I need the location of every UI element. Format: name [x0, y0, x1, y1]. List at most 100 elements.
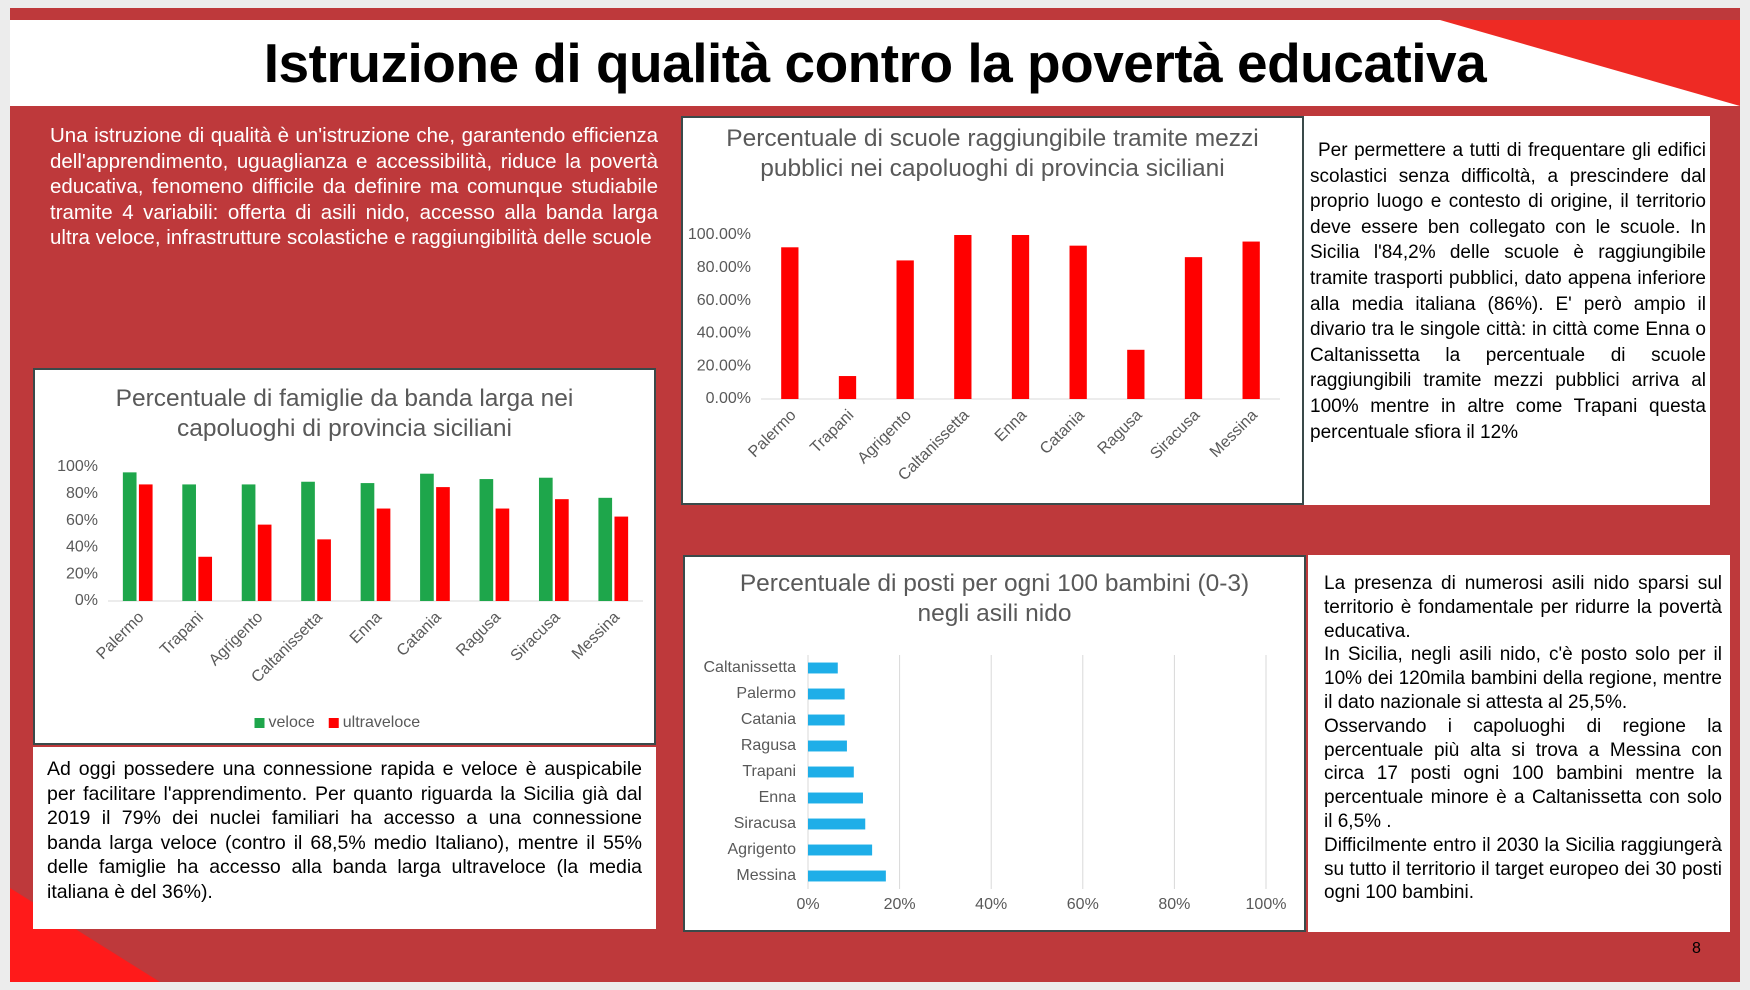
- nursery-text: La presenza di numerosi asili nido spars…: [1308, 555, 1730, 932]
- bar: [479, 479, 494, 601]
- y-tick-label: Agrigento: [728, 841, 797, 858]
- slide-title: Istruzione di qualità contro la povertà …: [263, 32, 1487, 94]
- bar: [954, 235, 972, 399]
- bar: [122, 472, 137, 601]
- x-tick-label: Messina: [569, 609, 623, 663]
- chart: 0% 20% 40% 60% 80% 100% Caltanissetta Palermo Ca…: [704, 655, 1287, 913]
- y-tick-label: 0%: [75, 592, 98, 609]
- bar: [360, 483, 375, 601]
- bar: [301, 481, 315, 601]
- x-tick-label: Palermo: [745, 407, 799, 461]
- y-tick-label: 80%: [66, 485, 98, 502]
- x-tick-label: 80%: [1158, 896, 1190, 913]
- paragraph: La presenza di numerosi asili nido spars…: [1324, 573, 1722, 642]
- decorations: [10, 20, 1740, 982]
- y-tick-label: 20.00%: [697, 357, 751, 374]
- intro-text: Una istruzione di qualità è un'istruzion…: [50, 124, 658, 249]
- bar: [182, 484, 196, 601]
- x-tick-label: Ragusa: [1095, 407, 1146, 458]
- y-tick-label: Caltanissetta: [704, 659, 797, 676]
- bar: [614, 516, 629, 601]
- bar: [598, 497, 613, 601]
- x-tick-label: Enna: [347, 609, 386, 648]
- x-tick-label: Messina: [1207, 407, 1261, 461]
- slide: Istruzione di qualità contro la povertà …: [10, 8, 1740, 982]
- bar: [808, 818, 866, 830]
- bar: [538, 477, 553, 601]
- bar: [555, 499, 569, 601]
- y-tick-label: Palermo: [736, 685, 796, 702]
- y-tick-label: Messina: [736, 867, 796, 884]
- x-tick-label: 60%: [1067, 896, 1099, 913]
- bar: [376, 508, 391, 601]
- legend-swatch: [328, 718, 339, 728]
- paragraph: Osservando i capoluoghi di regione la pe…: [1324, 715, 1722, 832]
- x-tick-label: 40%: [975, 896, 1007, 913]
- bar: [1069, 245, 1087, 399]
- y-tick-label: Enna: [759, 789, 796, 806]
- bar: [138, 484, 153, 601]
- legend-label: veloce: [269, 714, 315, 731]
- y-tick-label: 40.00%: [697, 325, 751, 342]
- y-tick-label: 100%: [57, 458, 98, 475]
- bar: [1127, 349, 1145, 399]
- chart: 0% 20% 40% 60% 80% 100% Palermo TrapaniAgrigent…: [57, 458, 643, 731]
- x-tick-label: Catania: [394, 609, 445, 660]
- x-tick-label: Siracusa: [1147, 407, 1203, 463]
- chart-panel: 0.00% 20.00% 40.00% 60.00% 80.00% 100.00% Pale…: [681, 116, 1304, 505]
- bar: [1184, 257, 1203, 399]
- x-tick-label: Trapani: [807, 407, 857, 457]
- bar: [241, 484, 256, 601]
- bar: [896, 260, 914, 399]
- y-tick-label: 80.00%: [697, 259, 751, 276]
- bar: [808, 870, 886, 882]
- bar: [495, 508, 510, 601]
- bar: [808, 688, 845, 700]
- y-tick-label: 20%: [66, 565, 98, 582]
- x-tick-label: Palermo: [93, 609, 147, 663]
- chart-title: Percentuale di famiglie da banda larga n…: [115, 385, 574, 442]
- x-tick-label: 20%: [884, 896, 916, 913]
- y-tick-label: Trapani: [742, 763, 796, 780]
- page-number: 8: [1692, 940, 1701, 957]
- bar: [436, 487, 450, 601]
- y-tick-label: 0.00%: [706, 390, 751, 407]
- chart-title: Percentuale di scuole raggiungibile tram…: [726, 125, 1259, 182]
- y-tick-label: Ragusa: [741, 737, 796, 754]
- x-tick-label: 100%: [1246, 896, 1287, 913]
- x-tick-label: Agrigento: [855, 407, 916, 468]
- bar: [257, 524, 272, 601]
- y-tick-label: 60%: [66, 512, 98, 529]
- x-tick-label: Enna: [992, 407, 1031, 446]
- paragraph: Difficilmente entro il 2030 la Sicilia r…: [1324, 834, 1722, 904]
- title-band: [10, 20, 1740, 106]
- y-tick-label: Catania: [741, 711, 796, 728]
- y-tick-label: 60.00%: [697, 292, 751, 309]
- legend-swatch: [254, 718, 265, 728]
- bar: [1011, 235, 1030, 399]
- x-tick-label: Siracusa: [508, 609, 564, 665]
- chart-title: Percentuale di posti per ogni 100 bambin…: [739, 570, 1250, 627]
- chart-panel: 0% 20% 40% 60% 80% 100% Caltanissetta Palermo Ca…: [683, 555, 1306, 932]
- y-tick-label: 40%: [66, 539, 98, 556]
- x-tick-label: Trapani: [157, 609, 207, 659]
- legend-label: ultraveloce: [343, 714, 420, 731]
- bar: [808, 844, 873, 856]
- bar: [808, 792, 863, 804]
- y-tick-label: 100.00%: [688, 226, 751, 243]
- bar: [198, 556, 213, 601]
- bar: [1242, 241, 1260, 399]
- x-tick-label: Agrigento: [206, 609, 267, 670]
- bar: [808, 662, 838, 674]
- bar: [317, 539, 331, 601]
- bar: [808, 714, 845, 726]
- broadband-text: Ad oggi possedere una connessione rapida…: [33, 747, 656, 929]
- x-tick-label: 0%: [796, 896, 819, 913]
- bar: [808, 766, 854, 778]
- transport-text: Per permettere a tutti di frequentare gl…: [1304, 116, 1710, 505]
- bar: [420, 473, 434, 601]
- x-tick-label: Catania: [1037, 407, 1088, 458]
- y-tick-label: Siracusa: [734, 815, 796, 832]
- chart-panel: 0% 20% 40% 60% 80% 100% Palermo Trapani Agrigent…: [33, 368, 656, 745]
